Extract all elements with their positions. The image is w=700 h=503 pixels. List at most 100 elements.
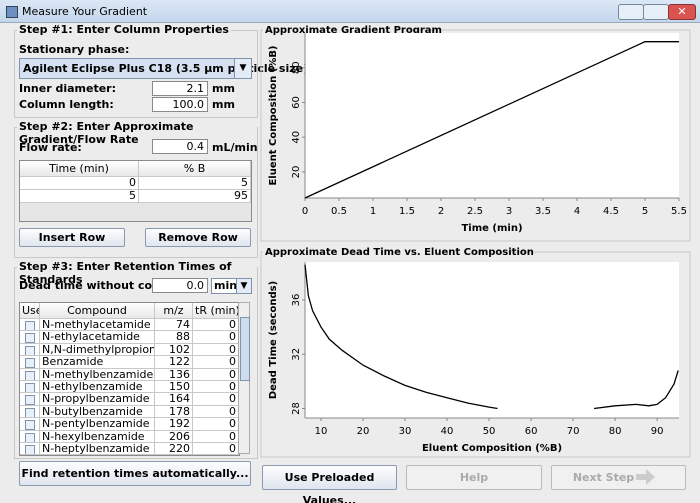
dropdown-arrow[interactable]: ▼	[234, 58, 252, 79]
next-step-button[interactable]: Next Step	[551, 465, 686, 490]
mz-cell: 220	[155, 443, 193, 455]
unit: mL/min	[212, 141, 258, 154]
next-arrow	[636, 469, 655, 485]
use-cell	[20, 356, 40, 369]
checkbox[interactable]	[25, 395, 35, 405]
step3-group: Step #3: Enter Retention Times of Standa…	[14, 260, 258, 459]
compound-cell: N-ethylbenzamide	[40, 381, 155, 394]
x-axis-label: Eluent Composition (%B)	[422, 443, 562, 454]
checkbox[interactable]	[25, 407, 35, 418]
gradient-table: Time (min)% B 0 5 5 95	[19, 160, 252, 222]
scroll-thumb[interactable]	[240, 317, 250, 381]
close-button[interactable]: ✕	[668, 4, 696, 20]
x-tick-label: 0	[302, 206, 308, 217]
compound-cell: N-methylacetamide	[40, 319, 155, 332]
compound-cell: N-heptylbenzamide	[40, 443, 155, 455]
x-tick-label: 2.5	[467, 206, 483, 217]
standards-table: UseCompoundm/ztR (min)N-methylacetamide7…	[19, 302, 240, 456]
y-tick-label: 36	[291, 294, 302, 307]
y-tick-label: 28	[291, 402, 302, 415]
preloaded-button[interactable]: Use Preloaded Values...	[262, 465, 397, 503]
column-length-input[interactable]: 100.0	[152, 97, 208, 112]
help-button[interactable]: Help	[406, 465, 542, 490]
x-tick-label: 80	[609, 426, 622, 437]
insert-row-button[interactable]: Insert Row	[19, 228, 125, 247]
mz-cell: 206	[155, 430, 193, 443]
x-axis-label: Time (min)	[461, 223, 522, 234]
y-tick-label: 80	[291, 61, 302, 74]
step2-group: Step #2: Enter Approximate Gradient/Flow…	[14, 120, 258, 258]
mz-cell: 102	[155, 343, 193, 357]
remove-row-button[interactable]: Remove Row	[145, 228, 251, 247]
chart-group	[260, 29, 691, 242]
x-tick-label: 20	[357, 426, 370, 437]
compound-cell: N-ethylacetamide	[40, 331, 155, 344]
use-cell	[20, 443, 40, 455]
data-line	[304, 264, 679, 410]
checkbox[interactable]	[25, 333, 35, 343]
column-header: Time (min)	[20, 161, 139, 177]
group-title: Step #2: Enter Approximate Gradient/Flow…	[17, 120, 257, 146]
table-cell: 5	[139, 177, 251, 190]
use-cell	[20, 343, 40, 357]
y-tick-label: 32	[291, 348, 302, 361]
label: Stationary phase:	[19, 43, 130, 56]
plot-area	[305, 33, 679, 198]
flow-rate-input[interactable]: 0.4	[152, 139, 208, 154]
unit: mm	[212, 98, 235, 111]
x-tick-label: 60	[525, 426, 538, 437]
x-tick-label: 5	[642, 206, 648, 217]
use-cell	[20, 430, 40, 443]
checkbox[interactable]	[25, 358, 35, 368]
checkbox[interactable]	[25, 445, 35, 455]
y-axis-label: Eluent Composition (%B)	[268, 45, 279, 185]
label: Dead time without column:	[19, 279, 188, 292]
app-icon	[6, 6, 18, 18]
checkbox[interactable]	[25, 432, 35, 442]
compound-cell: N-hexylbenzamide	[40, 430, 155, 443]
table-cell: 0	[20, 177, 139, 190]
checkbox[interactable]	[25, 370, 35, 380]
y-axis-label: Dead Time (seconds)	[268, 281, 279, 399]
x-tick-label: 3.5	[535, 206, 551, 217]
group-title: Step #3: Enter Retention Times of Standa…	[17, 260, 257, 286]
use-cell	[20, 319, 40, 332]
column-header: Compound	[40, 303, 155, 319]
dead-time-input[interactable]: 0.0	[152, 278, 208, 293]
mz-cell: 74	[155, 319, 193, 332]
window-title: Measure Your Gradient	[22, 5, 148, 18]
checkbox[interactable]	[25, 420, 35, 430]
use-cell	[20, 368, 40, 381]
title-bar	[0, 0, 700, 23]
compound-cell: N,N-dimethylpropiona...	[40, 343, 155, 357]
scrollbar[interactable]	[238, 302, 250, 454]
data-line	[304, 41, 679, 199]
chart-title: Approximate Gradient Program	[265, 25, 442, 36]
mz-cell: 136	[155, 368, 193, 381]
chart-title: Approximate Dead Time vs. Eluent Composi…	[265, 247, 534, 258]
x-tick-label: 40	[441, 426, 454, 437]
x-tick-label: 4	[574, 206, 580, 217]
dropdown-arrow[interactable]: ▼	[236, 278, 252, 294]
inner-diameter-input[interactable]: 2.1	[152, 81, 208, 96]
x-tick-label: 3	[506, 206, 512, 217]
use-cell	[20, 381, 40, 394]
plot-area	[305, 262, 679, 418]
mz-cell: 122	[155, 356, 193, 369]
checkbox[interactable]	[25, 321, 35, 331]
x-tick-label: 70	[567, 426, 580, 437]
mz-cell: 88	[155, 331, 193, 344]
x-tick-label: 10	[315, 426, 328, 437]
unit-select[interactable]: min	[211, 278, 237, 294]
x-tick-label: 0.5	[331, 206, 347, 217]
checkbox[interactable]	[25, 345, 35, 356]
label: Inner diameter:	[19, 82, 117, 95]
use-cell	[20, 405, 40, 419]
find-retention-button[interactable]: Find retention times automatically...	[19, 461, 251, 486]
charts: Approximate Gradient Program 0 0.5 1 1.5 2 2.5…	[260, 24, 691, 458]
title-bg	[263, 246, 475, 258]
y-tick-label: 20	[291, 166, 302, 179]
checkbox[interactable]	[25, 383, 35, 393]
label: Flow rate:	[19, 141, 82, 154]
